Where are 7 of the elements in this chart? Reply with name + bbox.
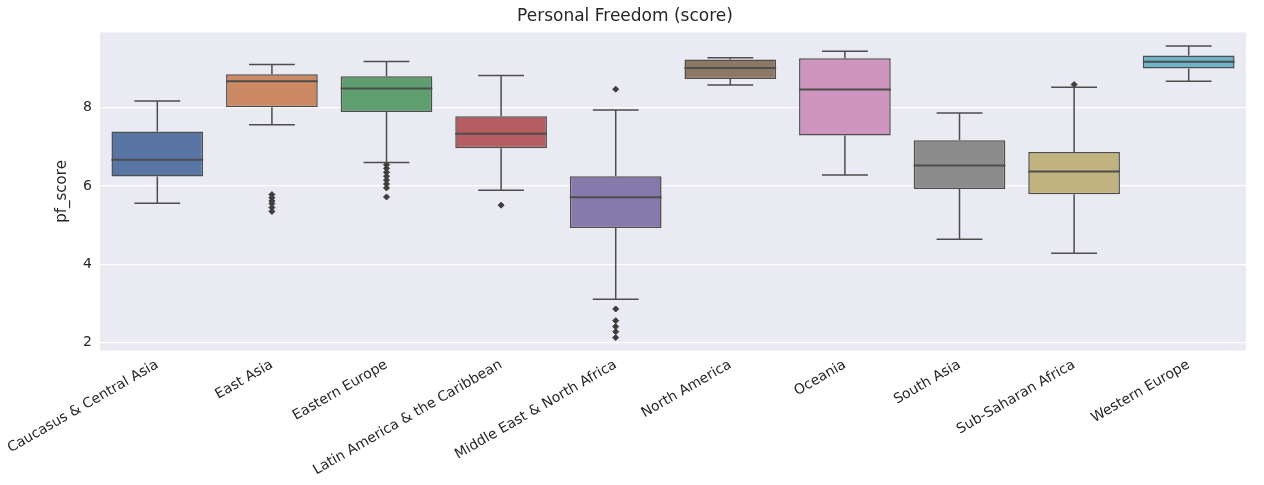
y-tick-label: 6 — [83, 176, 93, 193]
y-tick-label: 4 — [83, 254, 93, 271]
y-axis-title: pf_score — [51, 160, 71, 223]
y-tick-label: 8 — [83, 98, 93, 115]
y-tick-label: 2 — [83, 333, 93, 350]
chart-title: Personal Freedom (score) — [517, 4, 733, 25]
x-tick-label: East Asia — [211, 355, 276, 402]
